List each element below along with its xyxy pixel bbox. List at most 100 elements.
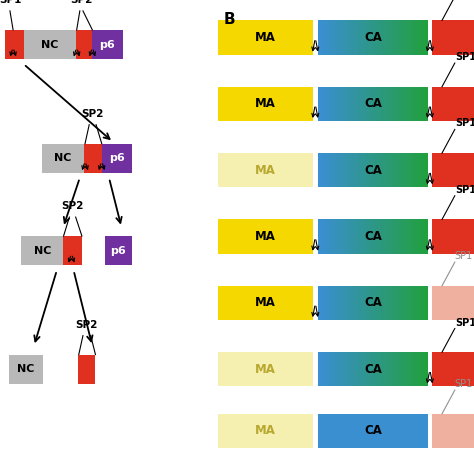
Bar <box>376 20 381 55</box>
Text: CA: CA <box>364 424 382 438</box>
Bar <box>218 286 313 320</box>
Bar <box>362 352 366 386</box>
Bar <box>399 352 403 386</box>
Bar <box>333 219 337 254</box>
Bar <box>355 219 359 254</box>
Bar <box>376 219 381 254</box>
Bar <box>365 286 370 320</box>
Bar <box>380 352 384 386</box>
Bar <box>329 352 333 386</box>
Bar <box>406 286 410 320</box>
Bar <box>42 144 84 173</box>
Bar <box>355 286 359 320</box>
Bar <box>347 286 351 320</box>
Bar <box>417 20 421 55</box>
Bar <box>218 153 313 187</box>
Bar <box>329 153 333 187</box>
Bar <box>380 20 384 55</box>
Bar <box>432 219 474 254</box>
Bar <box>318 414 428 448</box>
Bar <box>365 87 370 121</box>
Text: SP1: SP1 <box>455 185 474 195</box>
Bar <box>358 87 363 121</box>
Text: SP1: SP1 <box>0 0 21 5</box>
Bar <box>102 144 132 173</box>
Bar <box>318 153 322 187</box>
Bar <box>344 87 348 121</box>
Bar <box>432 286 474 320</box>
Bar <box>325 20 329 55</box>
Bar <box>362 286 366 320</box>
Text: NC: NC <box>55 153 72 164</box>
Text: p6: p6 <box>109 153 125 164</box>
Bar <box>410 219 414 254</box>
Bar <box>413 87 418 121</box>
Bar <box>355 352 359 386</box>
Bar <box>373 352 377 386</box>
Text: SP2: SP2 <box>75 320 98 330</box>
Bar <box>5 30 24 59</box>
Bar <box>413 219 418 254</box>
Text: p6: p6 <box>100 39 115 50</box>
Bar <box>358 153 363 187</box>
Bar <box>391 219 395 254</box>
Bar <box>384 286 388 320</box>
Bar <box>406 352 410 386</box>
Bar <box>362 219 366 254</box>
Bar <box>395 219 399 254</box>
Bar <box>329 87 333 121</box>
Bar <box>318 20 322 55</box>
Bar <box>333 87 337 121</box>
Bar <box>406 87 410 121</box>
Bar <box>424 286 428 320</box>
Bar <box>406 20 410 55</box>
Bar <box>358 20 363 55</box>
Bar <box>399 153 403 187</box>
Bar <box>413 352 418 386</box>
Bar <box>432 153 474 187</box>
Bar <box>410 87 414 121</box>
Bar <box>417 153 421 187</box>
Bar <box>395 153 399 187</box>
Bar <box>384 20 388 55</box>
Bar <box>76 30 92 59</box>
Bar <box>358 219 363 254</box>
Bar <box>336 286 340 320</box>
Text: MA: MA <box>255 97 276 110</box>
Bar <box>340 286 344 320</box>
Bar <box>344 286 348 320</box>
Bar <box>336 352 340 386</box>
Bar <box>376 153 381 187</box>
Text: CA: CA <box>364 230 382 243</box>
Bar <box>340 153 344 187</box>
Bar <box>406 153 410 187</box>
Text: SP1: SP1 <box>455 251 473 261</box>
Bar <box>402 219 406 254</box>
Bar <box>432 352 474 386</box>
Bar <box>373 286 377 320</box>
Bar <box>406 219 410 254</box>
Bar <box>347 219 351 254</box>
Bar <box>420 153 425 187</box>
Bar <box>395 87 399 121</box>
Bar <box>410 20 414 55</box>
Text: p6: p6 <box>110 246 126 256</box>
Bar <box>358 352 363 386</box>
Text: NC: NC <box>41 39 58 50</box>
Bar <box>358 286 363 320</box>
Bar <box>340 219 344 254</box>
Bar <box>351 153 355 187</box>
Text: SP1: SP1 <box>455 379 473 389</box>
Bar <box>369 87 374 121</box>
Bar <box>218 20 313 55</box>
Bar <box>63 236 82 265</box>
Bar <box>432 20 474 55</box>
Bar <box>402 20 406 55</box>
Bar <box>391 286 395 320</box>
Bar <box>218 352 313 386</box>
Bar <box>347 153 351 187</box>
Bar <box>347 20 351 55</box>
Bar <box>318 352 322 386</box>
Bar <box>413 153 418 187</box>
Text: SP1: SP1 <box>455 118 474 128</box>
